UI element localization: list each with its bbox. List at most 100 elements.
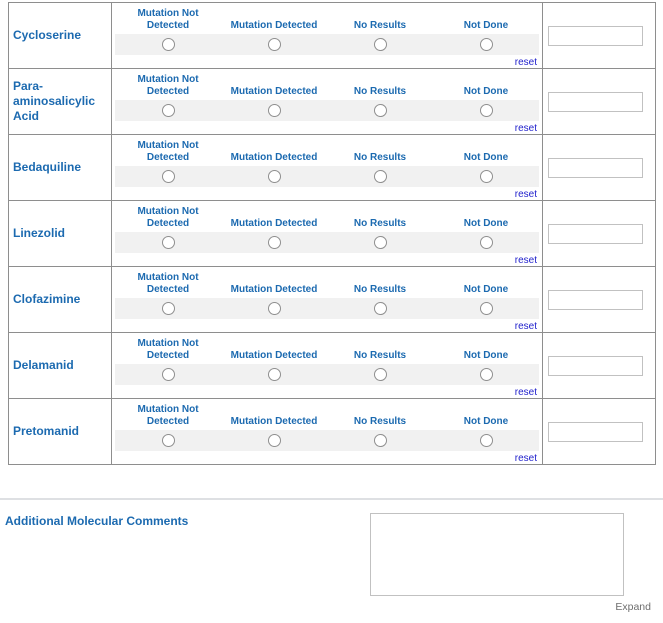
option-headers: Mutation Not Detected Mutation Detected … [115, 402, 539, 427]
option-header-not-done: Not Done [463, 283, 509, 295]
drug-name: Bedaquiline [8, 134, 112, 201]
radio-band [115, 232, 539, 253]
radio-not-done[interactable] [479, 368, 493, 381]
reset-link[interactable]: reset [514, 189, 537, 200]
radio-mutation-detected[interactable] [267, 104, 281, 117]
radio-mutation-detected[interactable] [267, 302, 281, 315]
options-cell: Mutation Not Detected Mutation Detected … [111, 200, 543, 267]
row-text-input[interactable] [548, 289, 643, 310]
options-cell: Mutation Not Detected Mutation Detected … [111, 266, 543, 333]
radio-band [115, 364, 539, 385]
option-header-not-done: Not Done [463, 85, 509, 97]
row-text-input[interactable] [548, 355, 643, 376]
radio-mutation-detected[interactable] [267, 38, 281, 51]
section-divider [0, 498, 663, 500]
row-text-input[interactable] [548, 91, 643, 112]
radio-not-done[interactable] [479, 236, 493, 249]
radio-mutation-detected[interactable] [267, 368, 281, 381]
expand-link[interactable]: Expand [615, 601, 651, 613]
radio-mutation-detected[interactable] [267, 170, 281, 183]
option-header-not-done: Not Done [463, 415, 509, 427]
radio-no-results[interactable] [373, 104, 387, 117]
drug-name: Cycloserine [8, 2, 112, 69]
option-header-no-results: No Results [353, 217, 407, 229]
options-cell: Mutation Not Detected Mutation Detected … [111, 134, 543, 201]
radio-band [115, 34, 539, 55]
row-text-input[interactable] [548, 223, 643, 244]
reset-link[interactable]: reset [514, 255, 537, 266]
table-row: Para-aminosalicylic Acid Mutation Not De… [8, 68, 656, 135]
radio-mutation-detected[interactable] [267, 236, 281, 249]
radio-not-done[interactable] [479, 302, 493, 315]
option-header-not-done: Not Done [463, 217, 509, 229]
option-header-not-done: Not Done [463, 19, 509, 31]
radio-band [115, 298, 539, 319]
radio-no-results[interactable] [373, 434, 387, 447]
radio-no-results[interactable] [373, 38, 387, 51]
reset-link[interactable]: reset [514, 453, 537, 464]
radio-mutation-not-detected[interactable] [161, 170, 175, 183]
radio-band [115, 430, 539, 451]
table-row: Linezolid Mutation Not Detected Mutation… [8, 200, 656, 267]
option-header-no-results: No Results [353, 283, 407, 295]
option-header-not-done: Not Done [463, 151, 509, 163]
option-header-mutation-not-detected: Mutation Not Detected [137, 404, 199, 427]
option-header-mutation-detected: Mutation Detected [230, 217, 318, 229]
radio-mutation-not-detected[interactable] [161, 38, 175, 51]
row-text-input[interactable] [548, 421, 643, 442]
option-header-mutation-detected: Mutation Detected [230, 85, 318, 97]
option-header-mutation-not-detected: Mutation Not Detected [137, 338, 199, 361]
radio-mutation-not-detected[interactable] [161, 434, 175, 447]
radio-no-results[interactable] [373, 368, 387, 381]
table-row: Clofazimine Mutation Not Detected Mutati… [8, 266, 656, 333]
option-headers: Mutation Not Detected Mutation Detected … [115, 204, 539, 229]
option-headers: Mutation Not Detected Mutation Detected … [115, 72, 539, 97]
options-cell: Mutation Not Detected Mutation Detected … [111, 332, 543, 399]
radio-not-done[interactable] [479, 170, 493, 183]
table-row: Delamanid Mutation Not Detected Mutation… [8, 332, 656, 399]
molecular-results-table: Cycloserine Mutation Not Detected Mutati… [8, 2, 656, 465]
row-text-input[interactable] [548, 25, 643, 46]
radio-band [115, 100, 539, 121]
option-headers: Mutation Not Detected Mutation Detected … [115, 336, 539, 361]
option-header-no-results: No Results [353, 415, 407, 427]
radio-mutation-not-detected[interactable] [161, 104, 175, 117]
option-headers: Mutation Not Detected Mutation Detected … [115, 270, 539, 295]
option-header-mutation-not-detected: Mutation Not Detected [137, 140, 199, 163]
option-header-mutation-detected: Mutation Detected [230, 151, 318, 163]
option-header-no-results: No Results [353, 349, 407, 361]
option-header-no-results: No Results [353, 19, 407, 31]
option-header-mutation-detected: Mutation Detected [230, 283, 318, 295]
additional-comments-label: Additional Molecular Comments [5, 514, 189, 528]
options-cell: Mutation Not Detected Mutation Detected … [111, 2, 543, 69]
option-headers: Mutation Not Detected Mutation Detected … [115, 138, 539, 163]
radio-no-results[interactable] [373, 302, 387, 315]
radio-mutation-not-detected[interactable] [161, 302, 175, 315]
table-row: Pretomanid Mutation Not Detected Mutatio… [8, 398, 656, 465]
option-headers: Mutation Not Detected Mutation Detected … [115, 6, 539, 31]
radio-not-done[interactable] [479, 38, 493, 51]
additional-comments-textarea[interactable] [370, 513, 624, 596]
radio-mutation-detected[interactable] [267, 434, 281, 447]
radio-no-results[interactable] [373, 170, 387, 183]
drug-name: Delamanid [8, 332, 112, 399]
reset-link[interactable]: reset [514, 387, 537, 398]
radio-no-results[interactable] [373, 236, 387, 249]
radio-mutation-not-detected[interactable] [161, 236, 175, 249]
option-header-mutation-not-detected: Mutation Not Detected [137, 206, 199, 229]
options-cell: Mutation Not Detected Mutation Detected … [111, 398, 543, 465]
reset-link[interactable]: reset [514, 123, 537, 134]
radio-mutation-not-detected[interactable] [161, 368, 175, 381]
option-header-no-results: No Results [353, 85, 407, 97]
reset-link[interactable]: reset [514, 57, 537, 68]
row-text-input[interactable] [548, 157, 643, 178]
option-header-mutation-detected: Mutation Detected [230, 415, 318, 427]
radio-band [115, 166, 539, 187]
option-header-mutation-detected: Mutation Detected [230, 349, 318, 361]
radio-not-done[interactable] [479, 434, 493, 447]
reset-link[interactable]: reset [514, 321, 537, 332]
option-header-mutation-detected: Mutation Detected [230, 19, 318, 31]
radio-not-done[interactable] [479, 104, 493, 117]
drug-name: Para-aminosalicylic Acid [8, 68, 112, 135]
